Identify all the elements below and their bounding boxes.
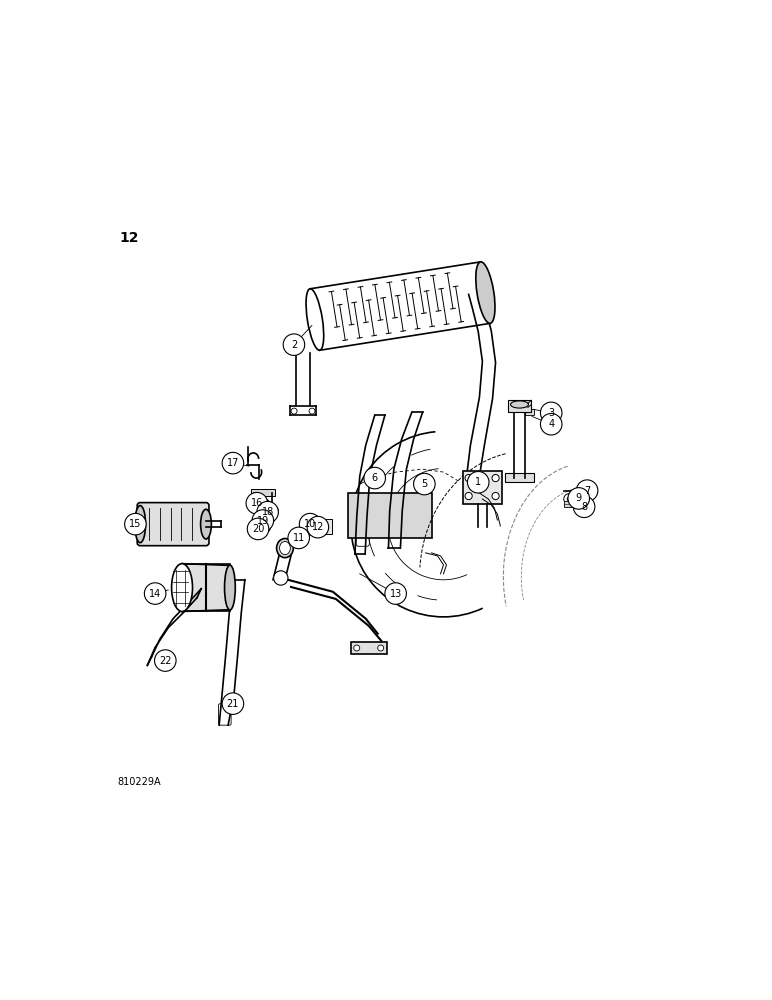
- Text: 22: 22: [159, 656, 171, 666]
- Circle shape: [283, 334, 305, 355]
- FancyBboxPatch shape: [350, 642, 387, 654]
- Text: 12: 12: [119, 231, 139, 245]
- Circle shape: [465, 492, 472, 500]
- Text: 18: 18: [262, 507, 274, 517]
- Text: 5: 5: [422, 479, 428, 489]
- FancyBboxPatch shape: [505, 473, 534, 482]
- Text: 11: 11: [293, 533, 305, 543]
- Circle shape: [577, 480, 598, 501]
- Circle shape: [154, 650, 176, 671]
- Text: 14: 14: [149, 589, 161, 599]
- FancyBboxPatch shape: [582, 488, 590, 493]
- FancyBboxPatch shape: [507, 400, 531, 412]
- Circle shape: [291, 408, 297, 414]
- FancyBboxPatch shape: [251, 489, 275, 496]
- Circle shape: [468, 471, 489, 493]
- Text: 19: 19: [257, 516, 269, 526]
- Circle shape: [568, 488, 590, 509]
- FancyBboxPatch shape: [348, 493, 432, 538]
- Circle shape: [307, 516, 329, 538]
- Circle shape: [310, 518, 320, 528]
- Circle shape: [564, 494, 574, 504]
- Circle shape: [260, 522, 271, 533]
- Circle shape: [257, 501, 279, 523]
- Text: 17: 17: [227, 458, 239, 468]
- Text: 12: 12: [312, 522, 324, 532]
- Text: 20: 20: [252, 524, 264, 534]
- Text: 810229A: 810229A: [117, 777, 161, 787]
- Circle shape: [252, 510, 273, 531]
- FancyBboxPatch shape: [218, 704, 231, 725]
- Text: 3: 3: [548, 408, 554, 418]
- Circle shape: [364, 467, 385, 489]
- Text: 13: 13: [390, 589, 401, 599]
- Text: 6: 6: [371, 473, 378, 483]
- Circle shape: [144, 583, 166, 604]
- Ellipse shape: [201, 509, 212, 539]
- Circle shape: [574, 496, 595, 518]
- Circle shape: [222, 452, 244, 474]
- Ellipse shape: [510, 401, 529, 408]
- Circle shape: [309, 408, 315, 414]
- Circle shape: [567, 497, 571, 501]
- FancyBboxPatch shape: [564, 501, 574, 507]
- Circle shape: [124, 513, 146, 535]
- Text: 16: 16: [251, 498, 263, 508]
- Text: 7: 7: [584, 486, 591, 496]
- Circle shape: [271, 509, 276, 513]
- Circle shape: [300, 513, 321, 535]
- Circle shape: [263, 514, 274, 525]
- FancyBboxPatch shape: [310, 519, 332, 534]
- Circle shape: [492, 492, 499, 500]
- Circle shape: [540, 413, 562, 435]
- FancyBboxPatch shape: [182, 564, 230, 611]
- Circle shape: [465, 474, 472, 482]
- Text: 2: 2: [291, 340, 297, 350]
- Circle shape: [268, 506, 279, 516]
- Circle shape: [222, 693, 244, 714]
- Ellipse shape: [225, 565, 235, 610]
- Text: 15: 15: [129, 519, 141, 529]
- Text: 21: 21: [227, 699, 239, 709]
- Text: 9: 9: [576, 493, 582, 503]
- Circle shape: [266, 517, 271, 522]
- Circle shape: [385, 583, 406, 604]
- FancyBboxPatch shape: [391, 509, 404, 537]
- Circle shape: [288, 527, 310, 549]
- Circle shape: [246, 492, 268, 514]
- Ellipse shape: [476, 262, 495, 323]
- Circle shape: [273, 571, 288, 585]
- Circle shape: [247, 518, 269, 540]
- Text: 1: 1: [475, 477, 481, 487]
- Text: 10: 10: [304, 519, 317, 529]
- Circle shape: [354, 645, 360, 651]
- FancyBboxPatch shape: [356, 519, 369, 546]
- Ellipse shape: [279, 541, 290, 555]
- FancyBboxPatch shape: [462, 471, 502, 504]
- Ellipse shape: [171, 564, 192, 611]
- Circle shape: [540, 402, 562, 424]
- Circle shape: [378, 645, 384, 651]
- Text: 4: 4: [548, 419, 554, 429]
- Ellipse shape: [276, 539, 293, 558]
- Text: 8: 8: [581, 502, 587, 512]
- FancyBboxPatch shape: [526, 409, 534, 415]
- FancyBboxPatch shape: [137, 503, 209, 546]
- Circle shape: [262, 525, 268, 530]
- Circle shape: [492, 474, 499, 482]
- Circle shape: [414, 473, 435, 495]
- Ellipse shape: [135, 506, 146, 543]
